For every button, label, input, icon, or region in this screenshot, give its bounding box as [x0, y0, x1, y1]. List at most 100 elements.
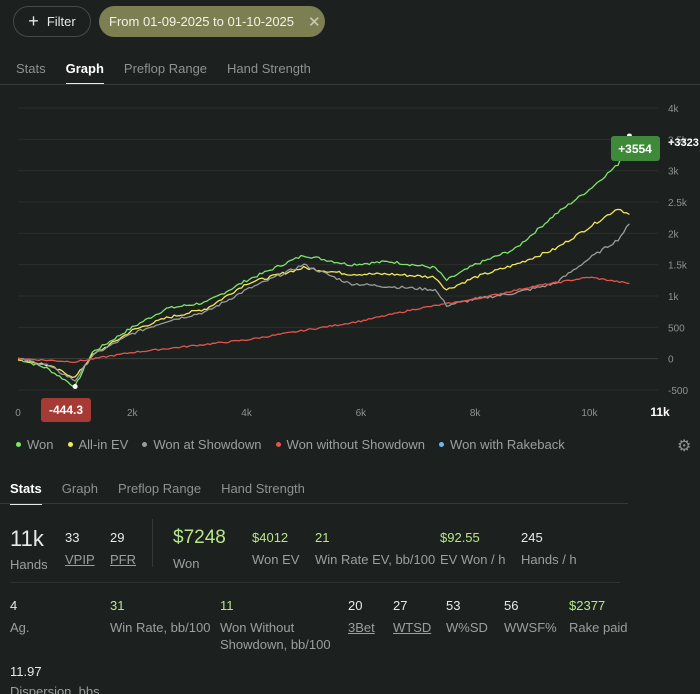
stat-label[interactable]: WTSD [393, 620, 432, 635]
y-tick-label: -500 [668, 386, 688, 397]
legend-item-won[interactable]: Won [16, 437, 54, 452]
stat-label: Hands / h [521, 552, 577, 567]
stat-value: 29 [110, 530, 125, 545]
x-tick-label: 2k [127, 408, 139, 419]
stat-pfr: 29 PFR [110, 530, 136, 568]
profit-chart[interactable]: -500 0 500 1k 1.5k 2k 2.5k 3k 3.5k 4k 0 2k 4k 6k 8k 10k… [0, 95, 700, 425]
x-tick-label: 0 [15, 408, 21, 419]
tab-hand-strength[interactable]: Hand Strength [227, 61, 311, 76]
end-value-label: +3323 [668, 137, 699, 149]
stat-won: $7248 Won [173, 527, 226, 572]
chart-legend: Won All-in EV Won at Showdown Won withou… [16, 437, 579, 452]
stat-label: Won [173, 556, 200, 571]
stats-divider [152, 519, 153, 567]
stat-win-rate-ev: 21 Win Rate EV, bb/100 [315, 530, 435, 568]
stats-row-divider [10, 582, 620, 583]
stat-value: 27 [393, 598, 408, 613]
stat-value: 11 [220, 598, 234, 613]
legend-dot [67, 442, 73, 447]
stat-label: WWSF% [504, 620, 557, 635]
y-tick-label: 0 [668, 355, 674, 366]
stat-hands-per-hour: 245 Hands / h [521, 530, 577, 568]
stat-label: W%SD [446, 620, 488, 635]
stat-ev-won-per-hour: $92.55 EV Won / h [440, 530, 506, 568]
legend-item-won-with-rakeback[interactable]: Won with Rakeback [439, 437, 565, 452]
y-tick-label: 1k [668, 292, 680, 303]
close-icon[interactable]: ✕ [308, 13, 321, 31]
stat-won-ev: $4012 Won EV [252, 530, 299, 568]
stat-value: 33 [65, 530, 80, 545]
min-badge [41, 398, 91, 422]
legend-item-won-at-showdown[interactable]: Won at Showdown [142, 437, 262, 452]
series-line-won-at-showdown [17, 223, 630, 382]
stat-dispersion: 11.97 Dispersion, bbs [10, 664, 100, 694]
max-badge [611, 136, 660, 161]
tab-stats[interactable]: Stats [16, 61, 46, 76]
stat-label: Rake paid [569, 620, 628, 635]
stat-value: $4012 [252, 530, 289, 545]
top-tabs: Stats Graph Preflop Range Hand Strength [16, 61, 331, 85]
date-range-label: From 01-09-2025 to 01-10-2025 [109, 14, 295, 29]
x-tick-label: 6k [356, 408, 368, 419]
legend-label: Won at Showdown [153, 437, 262, 452]
y-tick-label: 4k [668, 104, 680, 115]
stat-label: Won Without Showdown, bb/100 [220, 620, 331, 652]
stat-value: 4 [10, 598, 18, 613]
tab-stats[interactable]: Stats [10, 481, 42, 505]
plus-icon: + [28, 10, 39, 31]
stat-value: 21 [315, 530, 330, 545]
tabs-divider [0, 84, 700, 85]
stat-value: 56 [504, 598, 519, 613]
y-tick-label: 2k [668, 229, 680, 240]
y-tick-label: 1.5k [668, 261, 688, 272]
series-line-won-without-showdown [17, 276, 630, 364]
stat-label: Ag. [10, 620, 30, 635]
x-tick-label: 8k [470, 408, 482, 419]
y-tick-label: 500 [668, 323, 685, 334]
stat-value: 245 [521, 530, 543, 545]
tab-graph[interactable]: Graph [61, 481, 98, 496]
legend-dot [142, 442, 148, 447]
stat-label: Hands [10, 557, 48, 572]
stat-label: EV Won / h [440, 552, 506, 567]
filter-button[interactable]: + Filter [13, 6, 91, 37]
min-point-marker [72, 383, 78, 389]
tabs-divider [0, 503, 628, 504]
stat-wtsd: 27 WTSD [393, 598, 431, 636]
legend-item-allin-ev[interactable]: All-in EV [67, 437, 128, 452]
chart-svg: -500 0 500 1k 1.5k 2k 2.5k 3k 3.5k 4k 0 2k 4k 6k 8k 10k… [15, 104, 699, 422]
stat-label[interactable]: 3Bet [348, 620, 375, 635]
date-range-chip[interactable]: From 01-09-2025 to 01-10-2025 ✕ [99, 6, 325, 37]
max-badge-label: +3554 [618, 142, 652, 156]
stat-value: 11.97 [10, 664, 42, 679]
tab-graph[interactable]: Graph [65, 61, 105, 85]
stat-label[interactable]: VPIP [65, 552, 95, 567]
stat-label[interactable]: PFR [110, 552, 136, 567]
stat-aggression: 4 Ag. [10, 598, 30, 636]
stat-label: Win Rate EV, bb/100 [315, 552, 436, 567]
legend-item-won-without-showdown[interactable]: Won without Showdown [275, 437, 426, 452]
stat-value: $7248 [173, 527, 226, 548]
tab-hand-strength[interactable]: Hand Strength [221, 481, 305, 496]
y-tick-label: 2.5k [668, 198, 688, 209]
stat-wwsf: 56 WWSF% [504, 598, 557, 636]
tab-preflop-range[interactable]: Preflop Range [117, 481, 202, 496]
stat-3bet: 20 3Bet [348, 598, 375, 636]
bottom-tabs: Stats Graph Preflop Range Hand Strength [10, 481, 325, 505]
filter-label: Filter [46, 14, 76, 29]
legend-label: Won with Rakeback [450, 437, 565, 452]
series-line-won [17, 135, 631, 387]
stat-wsd: 53 W%SD [446, 598, 488, 636]
y-tick-label: 3k [668, 167, 680, 178]
stat-value: 11k [10, 526, 44, 551]
gear-icon[interactable]: ⚙ [677, 438, 692, 455]
stat-label: Dispersion, bbs [10, 684, 100, 694]
tab-preflop-range[interactable]: Preflop Range [123, 61, 208, 76]
stat-label: Won EV [252, 552, 300, 567]
stat-vpip: 33 VPIP [65, 530, 95, 568]
legend-dot [16, 442, 21, 447]
legend-label: Won without Showdown [286, 437, 426, 452]
stat-win-rate: 31 Win Rate, bb/100 [110, 598, 210, 636]
legend-dot [275, 442, 281, 447]
stat-value: 53 [446, 598, 461, 613]
